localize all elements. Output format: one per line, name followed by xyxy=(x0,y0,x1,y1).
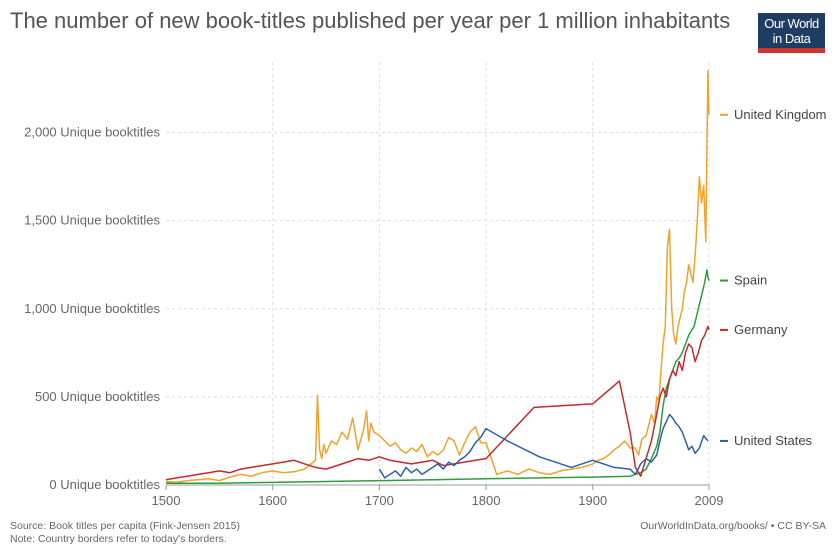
y-tick-label: 500 Unique booktitles xyxy=(35,389,161,404)
y-tick-label: 1,000 Unique booktitles xyxy=(24,301,160,316)
legend-label: Spain xyxy=(734,273,767,288)
logo-bar xyxy=(758,48,825,53)
logo-line-1: Our World xyxy=(764,16,819,31)
footer-notes: Source: Book titles per capita (Fink-Jen… xyxy=(10,520,240,546)
series-line-united-states xyxy=(378,413,709,479)
note-text: Note: Country borders refer to today's b… xyxy=(10,533,227,545)
x-tick-label: 1600 xyxy=(258,493,287,508)
series-line-united-kingdom xyxy=(165,70,710,484)
legend-label: United Kingdom xyxy=(734,107,827,122)
legend-label: Germany xyxy=(734,322,788,337)
source-text: Source: Book titles per capita (Fink-Jen… xyxy=(10,520,240,532)
chart-title: The number of new book-titles published … xyxy=(10,8,731,33)
x-tick-label: 1800 xyxy=(472,493,501,508)
series-line-germany xyxy=(165,325,710,481)
credit-text[interactable]: OurWorldInData.org/books/ • CC BY-SA xyxy=(640,520,826,532)
owid-logo[interactable]: Our World in Data xyxy=(758,13,825,53)
x-tick-label: 1500 xyxy=(152,493,181,508)
y-tick-label: 2,000 Unique booktitles xyxy=(24,125,160,140)
x-tick-label: 1700 xyxy=(365,493,394,508)
legend-label: United States xyxy=(734,433,813,448)
x-tick-label: 1900 xyxy=(578,493,607,508)
y-tick-label: 1,500 Unique booktitles xyxy=(24,213,160,228)
y-tick-label: 0 Unique booktitles xyxy=(49,477,160,492)
x-tick-label: 2009 xyxy=(695,493,724,508)
logo-line-2: in Data xyxy=(772,31,811,46)
series-line-spain xyxy=(166,269,710,484)
